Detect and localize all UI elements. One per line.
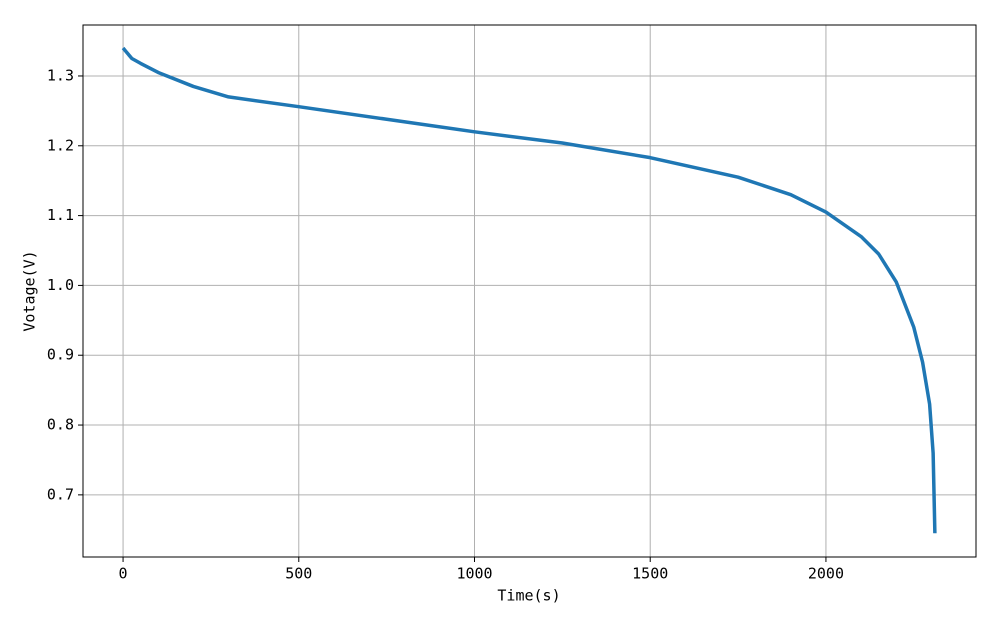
y-tick-label: 1.3: [47, 66, 74, 84]
y-tick-label: 1.2: [47, 136, 74, 154]
x-tick-label: 2000: [808, 565, 844, 583]
y-tick-label: 1.0: [47, 276, 74, 294]
x-tick-label: 1000: [456, 565, 492, 583]
x-tick-label: 0: [119, 565, 128, 583]
plot-frame: [82, 24, 977, 558]
x-axis-label: Time(s): [497, 587, 560, 605]
y-axis-label: Votage(V): [21, 250, 39, 331]
x-tick-label: 500: [285, 565, 312, 583]
y-tick-label: 1.1: [47, 206, 74, 224]
y-tick-label: 0.7: [47, 485, 74, 503]
data-line: [121, 46, 937, 534]
y-tick-label: 0.8: [47, 416, 74, 434]
x-tick-label: 1500: [632, 565, 668, 583]
y-tick-label: 0.9: [47, 346, 74, 364]
